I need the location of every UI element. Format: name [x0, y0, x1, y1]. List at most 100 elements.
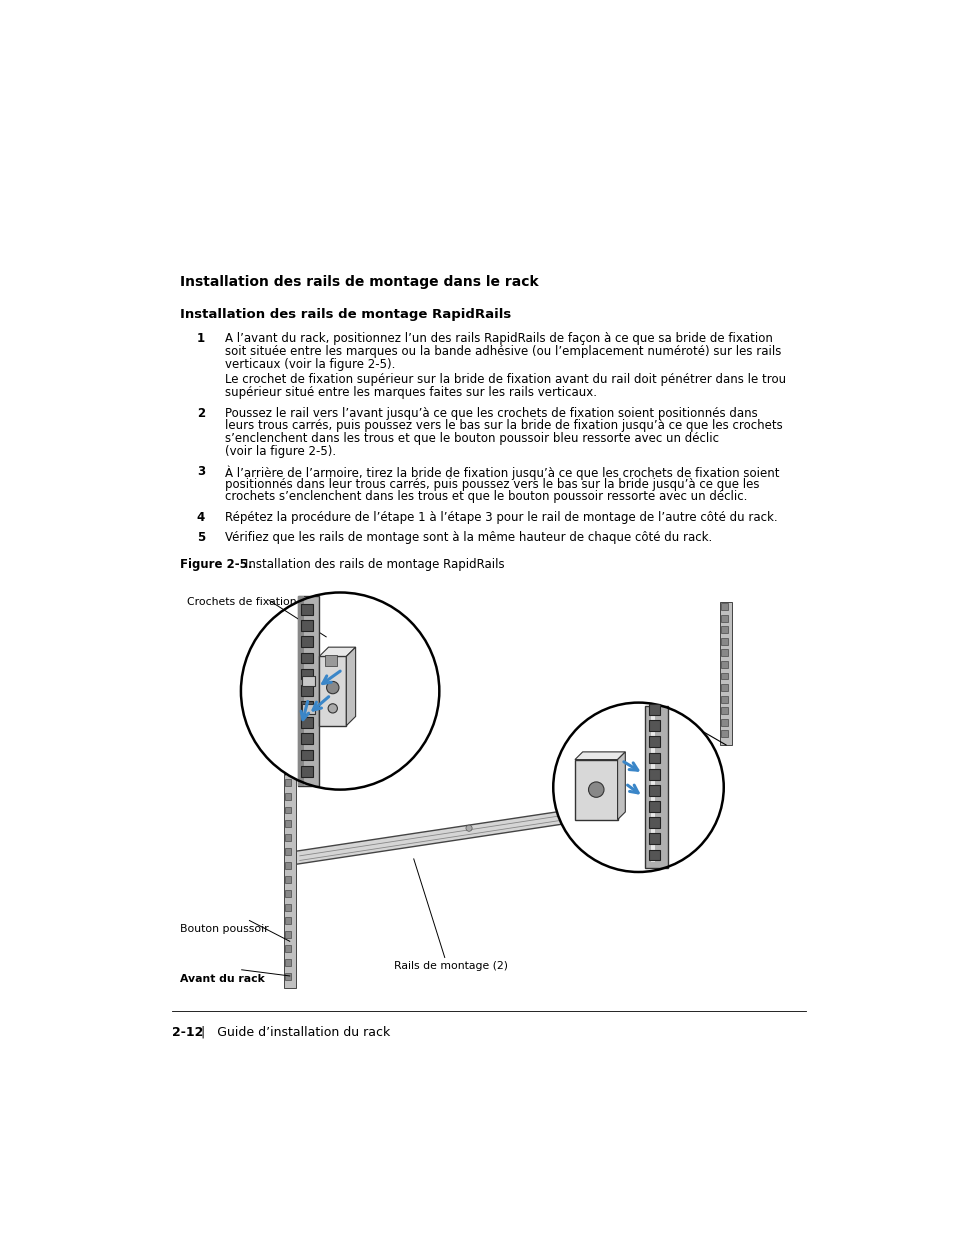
Text: Bouton poussoir: Bouton poussoir [179, 924, 268, 934]
Bar [325, 655, 336, 666]
FancyBboxPatch shape [319, 656, 346, 726]
Text: (voir la figure 2-5).: (voir la figure 2-5). [224, 445, 335, 458]
Polygon shape [617, 752, 624, 820]
Bar [648, 704, 659, 715]
Bar [285, 862, 291, 869]
Bar [720, 719, 727, 726]
Bar [285, 848, 291, 855]
Bar [285, 806, 291, 814]
Bar [285, 918, 291, 924]
Bar [720, 603, 732, 745]
Text: 3: 3 [196, 466, 205, 478]
Text: À l’arrière de l’armoire, tirez la bride de fixation jusqu’à ce que les crochets: À l’arrière de l’armoire, tirez la bride… [224, 466, 779, 479]
Bar [648, 752, 659, 763]
Bar [301, 718, 313, 727]
Bar [301, 620, 313, 631]
Circle shape [326, 682, 338, 694]
Bar [297, 597, 304, 785]
Bar [648, 769, 659, 779]
Bar [285, 973, 291, 979]
Polygon shape [319, 647, 355, 656]
Polygon shape [302, 704, 315, 714]
Bar [285, 820, 291, 827]
Text: Répétez la procédure de l’étape 1 à l’étape 3 pour le rail de montage de l’autre: Répétez la procédure de l’étape 1 à l’ét… [224, 511, 777, 524]
Text: 2-12: 2-12 [172, 1026, 203, 1039]
Bar [301, 604, 313, 615]
Bar [285, 945, 291, 952]
Text: 4: 4 [196, 511, 205, 524]
Text: Installation des rails de montage RapidRails: Installation des rails de montage RapidR… [230, 558, 504, 571]
Bar [720, 661, 727, 668]
Bar [301, 766, 313, 777]
Text: soit située entre les marques ou la bande adhésive (ou l’emplacement numéroté) s: soit située entre les marques ou la band… [224, 345, 781, 358]
Circle shape [328, 704, 337, 713]
Text: Vérifiez que les rails de montage sont à la même hauteur de chaque côté du rack.: Vérifiez que les rails de montage sont à… [224, 531, 711, 545]
Bar [648, 802, 659, 811]
Bar [297, 597, 319, 785]
Bar [285, 876, 291, 883]
Bar [301, 685, 313, 695]
Bar [285, 751, 291, 758]
Circle shape [553, 703, 723, 872]
Bar [650, 713, 655, 862]
Bar [720, 615, 727, 621]
Text: Le crochet de fixation supérieur sur la bride de fixation avant du rail doit pén: Le crochet de fixation supérieur sur la … [224, 373, 785, 387]
Bar [648, 850, 659, 861]
Text: Poussez le rail vers l’avant jusqu’à ce que les crochets de fixation soient posi: Poussez le rail vers l’avant jusqu’à ce … [224, 406, 757, 420]
Circle shape [465, 825, 472, 831]
Bar [648, 736, 659, 747]
Bar [301, 734, 313, 745]
Text: positionnés dans leur trous carrés, puis poussez vers le bas sur la bride jusqu’: positionnés dans leur trous carrés, puis… [224, 478, 759, 490]
Text: Avant du rack: Avant du rack [179, 974, 264, 984]
Bar [720, 626, 727, 634]
Bar [283, 740, 295, 988]
Circle shape [241, 593, 439, 789]
Bar [285, 931, 291, 939]
Bar [285, 779, 291, 785]
Bar [648, 785, 659, 795]
Text: A l’avant du rack, positionnez l’un des rails RapidRails de façon à ce que sa br: A l’avant du rack, positionnez l’un des … [224, 332, 772, 346]
Polygon shape [295, 787, 720, 864]
Text: verticaux (voir la figure 2-5).: verticaux (voir la figure 2-5). [224, 358, 395, 370]
Text: s’enclenchent dans les trous et que le bouton poussoir bleu ressorte avec un déc: s’enclenchent dans les trous et que le b… [224, 432, 718, 445]
Bar [720, 695, 727, 703]
Bar [301, 652, 313, 663]
Bar [644, 706, 667, 868]
Text: Crochets de fixation (2): Crochets de fixation (2) [187, 597, 315, 606]
Polygon shape [346, 647, 355, 726]
Bar [285, 889, 291, 897]
Text: 2: 2 [196, 406, 205, 420]
Text: Installation des rails de montage RapidRails: Installation des rails de montage RapidR… [179, 308, 511, 321]
Text: supérieur situé entre les marques faites sur les rails verticaux.: supérieur situé entre les marques faites… [224, 387, 596, 399]
Bar [720, 650, 727, 656]
Text: 5: 5 [196, 531, 205, 545]
Bar [648, 818, 659, 829]
Bar [285, 737, 291, 745]
Bar [720, 684, 727, 692]
Bar [285, 793, 291, 799]
Bar [285, 835, 291, 841]
Bar [301, 636, 313, 647]
Text: 1: 1 [196, 332, 205, 346]
Bar [720, 673, 727, 679]
Bar [720, 708, 727, 714]
Polygon shape [302, 676, 315, 685]
Text: |   Guide d’installation du rack: | Guide d’installation du rack [189, 1026, 390, 1039]
Bar [648, 834, 659, 845]
Text: crochets s’enclenchent dans les trous et que le bouton poussoir ressorte avec un: crochets s’enclenchent dans les trous et… [224, 490, 746, 504]
Circle shape [588, 782, 603, 798]
Text: Installation des rails de montage dans le rack: Installation des rails de montage dans l… [179, 275, 537, 289]
Bar [720, 638, 727, 645]
Bar [720, 730, 727, 737]
Text: Figure 2-5.: Figure 2-5. [179, 558, 252, 571]
Text: leurs trous carrés, puis poussez vers le bas sur la bride de fixation jusqu’à ce: leurs trous carrés, puis poussez vers le… [224, 419, 781, 432]
FancyBboxPatch shape [575, 760, 617, 820]
Bar [285, 764, 291, 772]
Bar [301, 701, 313, 711]
Bar [648, 720, 659, 731]
Bar [301, 750, 313, 761]
Bar [285, 904, 291, 910]
Bar [301, 668, 313, 679]
Text: Rails de montage (2): Rails de montage (2) [394, 961, 508, 971]
Bar [720, 603, 727, 610]
